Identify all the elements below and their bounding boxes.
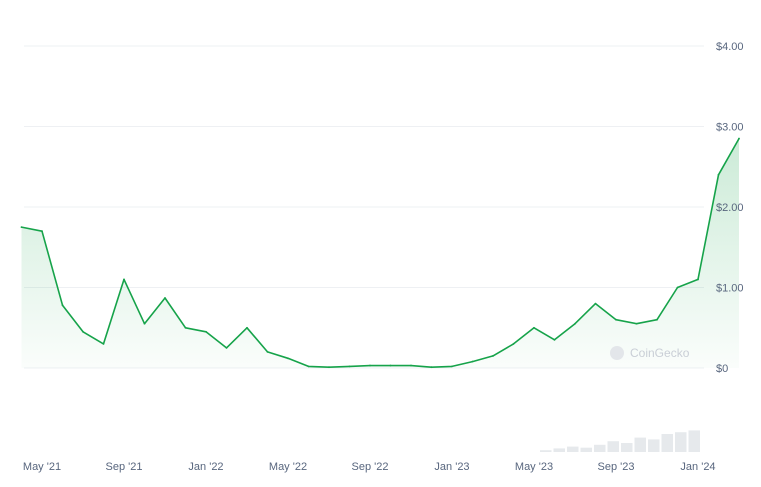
y-tick-label: $4.00	[716, 41, 744, 53]
data-point-2021-10	[143, 322, 146, 325]
volume-bar	[621, 443, 633, 452]
data-point-2022-09	[369, 364, 371, 367]
data-point-2021-09	[123, 278, 125, 281]
volume-bar	[580, 447, 592, 452]
x-tick-label: May '21	[23, 461, 61, 473]
data-point-2021-11	[164, 297, 166, 299]
data-point-2023-08	[594, 302, 597, 305]
price-line	[21, 138, 740, 368]
data-point-2023-03	[492, 355, 494, 357]
volume-bar	[688, 430, 700, 452]
price-area-fill	[21, 138, 739, 368]
data-point-2023-05	[533, 326, 535, 329]
x-tick-label: May '22	[269, 461, 307, 473]
data-point-2021-08	[102, 342, 105, 345]
data-point-2021-05	[41, 230, 43, 233]
data-point-2022-03	[246, 326, 248, 329]
data-point-2021-04	[20, 226, 23, 229]
data-point-2022-05	[287, 357, 289, 360]
volume-bar	[567, 446, 579, 452]
x-tick-label: May '23	[515, 461, 553, 473]
data-point-2023-09	[615, 318, 617, 321]
data-point-2022-07	[328, 366, 330, 369]
data-point-2024-01	[697, 278, 699, 281]
data-point-2023-12	[676, 286, 679, 289]
y-tick-label: $3.00	[716, 122, 744, 134]
data-point-2021-12	[184, 326, 187, 329]
volume-bar	[553, 448, 565, 452]
x-tick-label: Sep '21	[106, 461, 143, 473]
data-point-2023-02	[471, 360, 474, 363]
data-points	[20, 137, 740, 369]
volume-bar	[540, 450, 552, 452]
data-point-2022-01	[205, 330, 207, 333]
y-tick-label: $2.00	[716, 202, 744, 214]
y-axis-ticks: $0 $1.00 $2.00 $3.00 $4.00	[716, 41, 744, 375]
data-point-2023-10	[635, 322, 638, 325]
data-point-2023-07	[574, 322, 576, 325]
data-point-2024-02	[717, 173, 720, 176]
data-point-2023-04	[512, 342, 515, 345]
volume-bar	[648, 439, 660, 452]
data-point-2023-06	[553, 338, 556, 341]
volume-bar	[634, 437, 646, 452]
x-tick-label: Jan '22	[188, 461, 223, 473]
x-tick-label: Jan '24	[680, 461, 715, 473]
data-point-2023-01	[451, 365, 453, 368]
volume-bar	[661, 434, 673, 452]
watermark-text: CoinGecko	[630, 346, 690, 360]
data-point-2022-06	[307, 365, 310, 368]
data-point-2022-12	[430, 366, 433, 369]
x-tick-label: Sep '23	[598, 461, 635, 473]
x-tick-label: Sep '22	[352, 461, 389, 473]
volume-bar	[607, 441, 619, 452]
x-tick-label: Jan '23	[434, 461, 469, 473]
data-point-2022-11	[410, 364, 412, 367]
y-tick-label: $0	[716, 363, 728, 375]
data-point-2023-11	[656, 318, 658, 321]
coingecko-logo-icon	[610, 346, 624, 360]
x-axis-ticks: May '21 Sep '21 Jan '22 May '22 Sep '22 Jan '…	[23, 461, 716, 473]
volume-bars	[540, 430, 700, 452]
data-point-2022-04	[266, 351, 269, 353]
coingecko-watermark: CoinGecko	[610, 346, 690, 360]
volume-bar	[675, 432, 687, 452]
data-point-2022-10	[389, 364, 392, 367]
data-point-2021-06	[61, 304, 64, 307]
data-point-2022-08	[348, 365, 351, 368]
data-point-2022-02	[225, 346, 228, 349]
data-point-2024-03	[738, 137, 740, 140]
y-tick-label: $1.00	[716, 283, 744, 295]
data-point-2021-07	[82, 330, 84, 333]
volume-bar	[594, 444, 606, 452]
